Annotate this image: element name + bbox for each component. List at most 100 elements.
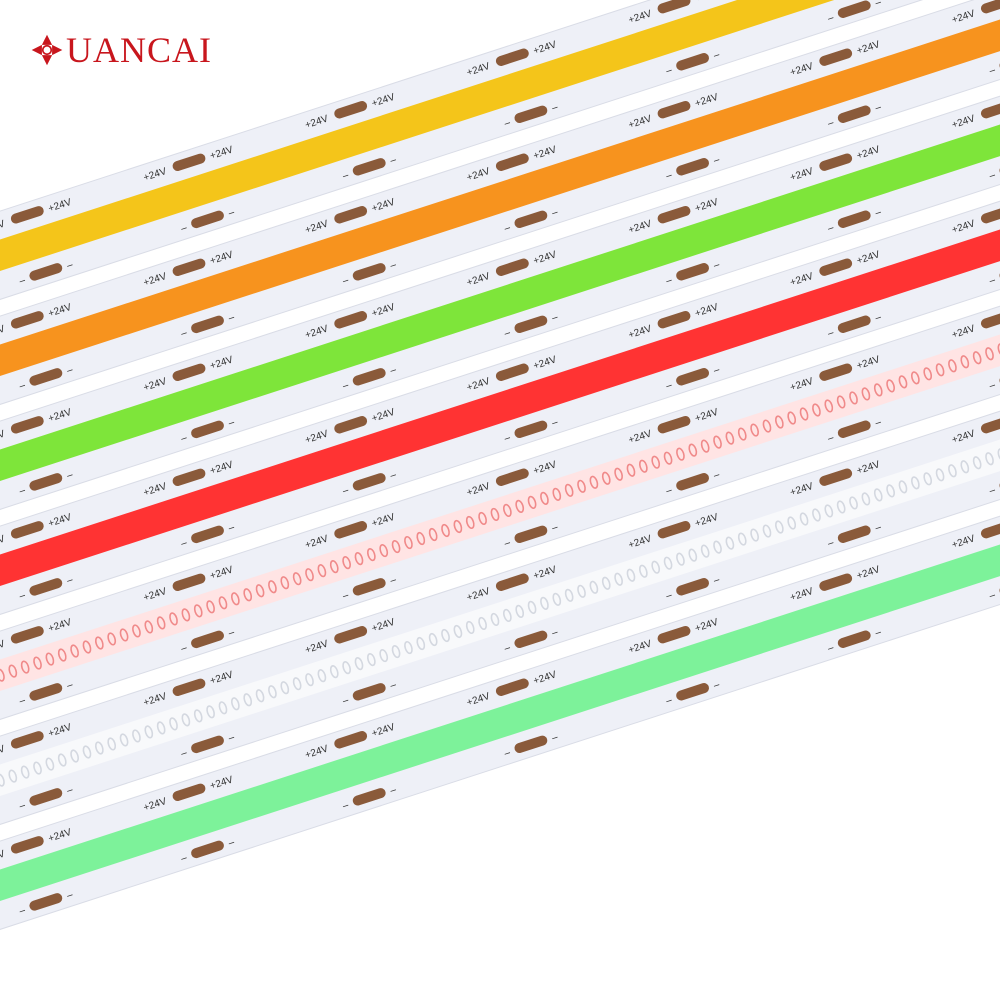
led-chip bbox=[540, 596, 549, 610]
negative-label: – bbox=[227, 732, 236, 744]
led-chip bbox=[638, 459, 648, 473]
negative-label: – bbox=[988, 65, 997, 77]
led-chip bbox=[8, 664, 18, 678]
led-chip bbox=[329, 665, 339, 679]
solder-pad bbox=[172, 783, 206, 802]
negative-label: – bbox=[874, 0, 883, 9]
led-chip bbox=[527, 495, 537, 509]
led-chip bbox=[948, 359, 957, 373]
solder-pad bbox=[495, 363, 529, 381]
negative-label: – bbox=[18, 485, 27, 497]
led-chip bbox=[280, 576, 290, 590]
negative-label: – bbox=[551, 627, 560, 639]
led-chip bbox=[243, 693, 253, 707]
led-chip bbox=[45, 652, 55, 666]
led-chip bbox=[725, 536, 735, 550]
led-chip bbox=[960, 355, 970, 369]
solder-pad bbox=[495, 573, 529, 591]
solder-pad bbox=[191, 525, 224, 544]
solder-pad bbox=[191, 735, 224, 754]
solder-pad bbox=[819, 153, 853, 171]
solder-pad bbox=[29, 578, 63, 596]
led-chip bbox=[70, 644, 79, 658]
led-chip bbox=[243, 588, 253, 602]
negative-label: – bbox=[389, 259, 398, 271]
led-chip bbox=[255, 584, 265, 598]
positive-label: +24V bbox=[0, 848, 7, 866]
solder-pad bbox=[657, 100, 691, 119]
led-chip bbox=[812, 508, 821, 522]
led-chip bbox=[787, 411, 797, 425]
led-chip bbox=[676, 447, 685, 461]
negative-label: – bbox=[712, 49, 721, 61]
led-chip bbox=[465, 620, 475, 635]
led-chip bbox=[453, 519, 463, 534]
negative-label: – bbox=[341, 170, 350, 182]
led-chip bbox=[552, 487, 562, 501]
solder-pad bbox=[29, 368, 63, 386]
negative-label: – bbox=[227, 312, 236, 324]
solder-pad bbox=[657, 520, 691, 539]
negative-label: – bbox=[874, 417, 883, 429]
led-chip bbox=[750, 423, 759, 437]
led-chip bbox=[688, 548, 698, 562]
led-chip bbox=[292, 572, 302, 586]
solder-pad bbox=[172, 153, 206, 172]
positive-label: +24V bbox=[0, 638, 7, 656]
orange-cob-strip: +24V+24V––+24V+24V––+24V+24V––+24V+24V––… bbox=[0, 0, 1000, 411]
led-chip bbox=[861, 387, 871, 401]
solder-pad bbox=[657, 310, 691, 329]
led-chip bbox=[873, 488, 883, 502]
solder-pad bbox=[172, 678, 206, 697]
led-chip bbox=[416, 531, 426, 546]
solder-pad bbox=[352, 578, 386, 596]
negative-label: – bbox=[341, 380, 350, 392]
led-chip bbox=[255, 689, 265, 703]
led-chip bbox=[107, 737, 117, 751]
solder-pad bbox=[980, 0, 1000, 14]
solder-pad bbox=[514, 630, 548, 649]
negative-label: – bbox=[874, 312, 883, 324]
negative-label: – bbox=[826, 537, 835, 549]
led-chip bbox=[404, 640, 413, 655]
led-chip bbox=[82, 745, 92, 759]
led-chip bbox=[478, 616, 487, 631]
strip-light-band bbox=[0, 0, 1000, 280]
negative-label: – bbox=[227, 207, 236, 219]
green-cob-strip: +24V+24V––+24V+24V––+24V+24V––+24V+24V––… bbox=[0, 48, 1000, 516]
led-chip bbox=[144, 725, 154, 739]
solder-pad bbox=[676, 158, 709, 176]
led-chip bbox=[935, 363, 945, 377]
strip-light-band bbox=[0, 494, 1000, 910]
negative-label: – bbox=[712, 574, 721, 586]
solder-pad bbox=[514, 420, 548, 439]
led-chip bbox=[750, 528, 759, 542]
solder-pad bbox=[191, 840, 224, 859]
led-chip bbox=[453, 624, 463, 639]
negative-label: – bbox=[988, 590, 997, 602]
led-chip bbox=[428, 632, 438, 647]
negative-label: – bbox=[551, 732, 560, 744]
positive-label: +24V bbox=[0, 533, 7, 551]
led-chip bbox=[441, 523, 450, 538]
solder-pad bbox=[676, 578, 709, 596]
led-chip bbox=[676, 552, 685, 566]
led-chip bbox=[614, 572, 623, 586]
solder-pad bbox=[191, 420, 224, 439]
led-chip bbox=[997, 343, 1000, 357]
led-chip bbox=[910, 476, 920, 490]
led-chip bbox=[280, 681, 290, 695]
negative-label: – bbox=[389, 784, 398, 796]
led-chip bbox=[193, 709, 203, 723]
negative-label: – bbox=[988, 380, 997, 392]
solder-pad bbox=[837, 0, 871, 18]
negative-label: – bbox=[389, 364, 398, 376]
led-chip bbox=[329, 560, 339, 574]
led-chip bbox=[614, 467, 623, 481]
led-chip bbox=[206, 705, 215, 719]
solder-pad bbox=[334, 731, 368, 749]
led-chip bbox=[169, 717, 178, 731]
led-chip bbox=[564, 483, 574, 497]
negative-label: – bbox=[826, 12, 835, 24]
led-chip bbox=[490, 612, 500, 627]
